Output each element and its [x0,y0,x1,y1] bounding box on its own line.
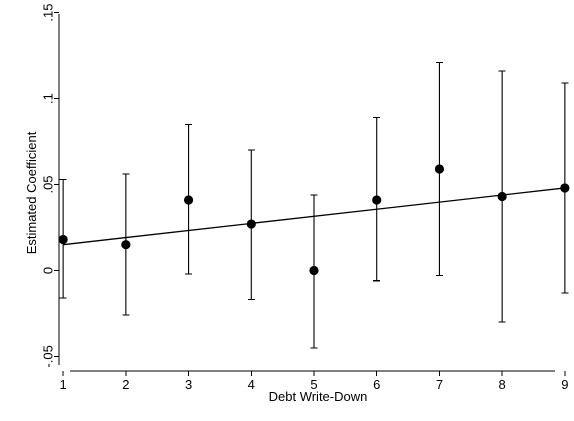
points-layer [58,164,570,276]
y-axis-title: Estimated Coefficient [24,131,39,254]
x-ticks-layer: 1 2 3 4 5 6 7 8 9 [60,371,568,392]
y-ticks-layer: -.05 0 .05 .1 .15 [40,4,59,368]
x-tick-label: 8 [499,377,506,392]
x-tick-label: 4 [248,377,255,392]
y-tick-label: .1 [40,93,55,104]
coefficient-point [309,265,319,276]
coefficient-point [434,164,445,174]
x-tick-label: 5 [310,377,317,392]
x-axis-title: Debt Write-Down [269,389,368,404]
x-tick-label: 1 [60,377,67,392]
y-tick-label: -.05 [40,345,55,367]
coefficient-point [58,234,68,245]
axes-layer [58,14,555,372]
coefficient-point [497,191,507,202]
x-tick-label: 2 [122,377,129,392]
fit-line [63,187,565,246]
fit-line-layer [63,187,565,246]
coefficient-point [560,183,570,193]
y-tick-label: 0 [40,267,55,274]
x-tick-label: 9 [561,377,568,392]
coefficient-point [121,240,131,250]
coefficient-point [372,195,382,205]
coefficient-point [246,219,256,229]
confidence-interval-layer [59,61,569,349]
y-tick-label: .15 [40,4,55,22]
x-tick-label: 6 [373,377,380,392]
coefficient-point [183,195,194,205]
x-tick-label: 3 [185,377,192,392]
y-tick-label: .05 [40,175,55,193]
x-tick-label: 7 [436,377,443,392]
